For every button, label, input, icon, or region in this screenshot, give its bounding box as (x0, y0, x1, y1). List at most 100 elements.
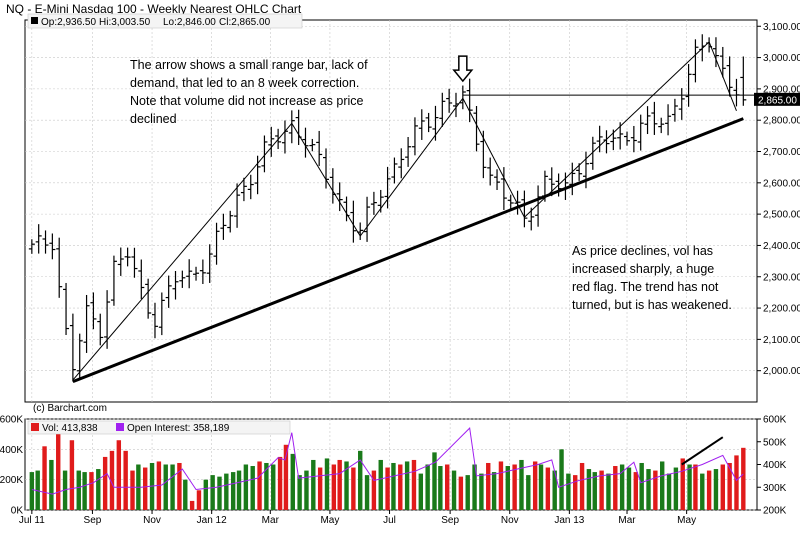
x-tick-label: Sep (441, 515, 459, 526)
volume-bar (693, 464, 698, 510)
y-tick-label: 3,000.00 (763, 53, 800, 64)
volume-bar (519, 459, 524, 510)
x-tick-label: Jul (383, 515, 396, 526)
volume-bar (42, 446, 47, 510)
price-y-axis: 2,000.00 2,100.00 2,200.00 2,300.00 2,400.00… (757, 22, 800, 377)
volume-bar (404, 461, 410, 510)
volume-bar (177, 462, 182, 510)
volume-swatch (31, 423, 39, 431)
volume-bar (532, 461, 538, 510)
volume-bar (116, 440, 122, 510)
annotation-line: declined (130, 112, 177, 126)
volume-bar (505, 466, 510, 510)
volume-bar (170, 464, 175, 510)
y-tick-label: 3,100.00 (763, 22, 800, 33)
y-tick-label: 2,800.00 (763, 116, 800, 127)
volume-bar (613, 466, 618, 510)
volume-bar (196, 490, 202, 510)
last-price-badge: 2,865.00 (754, 92, 800, 106)
x-tick-label: Mar (262, 515, 280, 526)
x-tick-label: Nov (501, 515, 519, 526)
volume-bar (35, 470, 40, 510)
price-grid (25, 20, 757, 402)
x-tick-label: Jan 13 (554, 515, 584, 526)
volume-bar (599, 470, 604, 510)
volume-bar (626, 467, 632, 510)
volume-bar (579, 462, 585, 510)
volume-bar (451, 470, 457, 510)
volume-bars (29, 428, 746, 510)
arrow-marker (452, 55, 474, 83)
volume-bar (438, 466, 443, 510)
volume-bar (472, 464, 477, 510)
volume-bar (96, 469, 101, 510)
trend-line-drop-2 (462, 98, 525, 218)
volume-bar (344, 461, 349, 510)
y-tick-label: 2,300.00 (763, 272, 800, 283)
quote-high: Hi:3,003.50 (99, 17, 151, 28)
y-tick-label: 300K (763, 483, 787, 494)
y-tick-label: 2,600.00 (763, 178, 800, 189)
volume-legend: Vol: 413,838 Open Interest: 358,189 (27, 420, 291, 435)
annotation-line: The arrow shows a small range bar, lack … (130, 58, 368, 72)
volume-bar (653, 470, 658, 510)
volume-bar (130, 470, 135, 510)
volume-bar (606, 473, 611, 510)
annotation-line: red flag. The trend has not (572, 280, 719, 294)
volume-bar (700, 473, 705, 510)
volume-bar (526, 475, 531, 510)
volume-bar (673, 467, 679, 510)
x-axis: Jul 11 Sep Nov Jan 12 Mar May Jul Sep Nov Jan 13 M… (19, 510, 696, 526)
volume-bar (123, 450, 128, 510)
volume-bar (304, 470, 309, 510)
volume-bar (619, 464, 625, 510)
volume-bar (257, 461, 262, 510)
volume-bar (69, 440, 75, 510)
x-tick-label: Jul 11 (19, 515, 45, 526)
volume-bar (713, 469, 719, 510)
volume-trend-line (681, 436, 724, 466)
open-interest-swatch (116, 423, 124, 431)
volume-bar (559, 449, 564, 510)
trend-lines (72, 41, 744, 384)
copyright: (c) Barchart.com (33, 403, 107, 414)
volume-bar (163, 464, 168, 510)
price-plot-area (24, 19, 758, 403)
volume-bar (545, 467, 551, 510)
trend-line-rally-2 (359, 97, 464, 237)
volume-bar (271, 464, 276, 510)
y-tick-label: 2,100.00 (763, 335, 800, 346)
y-tick-label: 2,400.00 (763, 241, 800, 252)
volume-bar (102, 456, 108, 510)
volume-bar (317, 467, 323, 510)
x-tick-label: Mar (618, 515, 636, 526)
volume-bar (573, 475, 578, 510)
volume-bar (250, 466, 255, 510)
x-tick-label: May (320, 515, 339, 526)
volume-bar (680, 458, 685, 510)
volume-bar (646, 469, 651, 510)
annotation-line: demand, that led to an 8 week correction… (130, 76, 360, 90)
volume-bar (351, 467, 356, 510)
volume-bar (311, 459, 316, 510)
volume-bar (183, 479, 188, 510)
volume-bar (243, 464, 249, 510)
y-tick-label: 2,700.00 (763, 147, 800, 158)
volume-bar (465, 475, 470, 510)
trend-line-rally-3 (524, 41, 710, 218)
volume-bar (210, 475, 215, 510)
volume-bar (264, 462, 269, 510)
y-tick-label: 600K (763, 415, 787, 426)
open-interest-line (31, 427, 744, 495)
volume-bar (203, 479, 209, 510)
volume-bar (76, 470, 81, 510)
volume-bar (486, 462, 491, 510)
x-tick-label: Sep (84, 515, 102, 526)
volume-bar (458, 476, 464, 510)
volume-bar (224, 473, 229, 510)
quote-low: Lo:2,846.00 (163, 17, 216, 28)
volume-bar (706, 470, 712, 510)
volume-bar (49, 459, 54, 510)
trend-line-long-term-support (72, 117, 744, 384)
trend-line-drop-1 (291, 123, 361, 237)
